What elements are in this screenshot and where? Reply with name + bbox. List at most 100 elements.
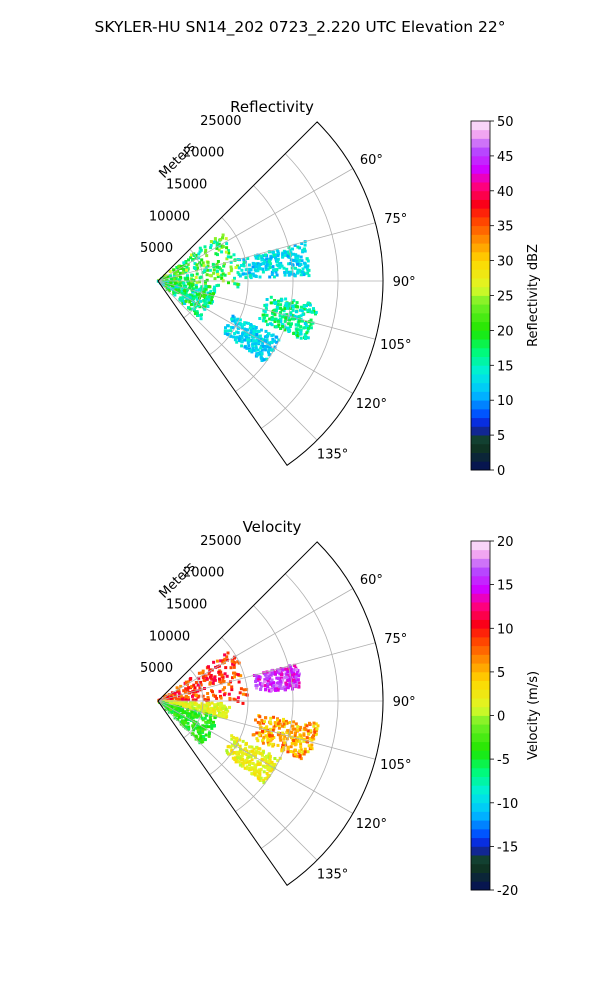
echo-cell <box>209 240 213 243</box>
echo-cell <box>201 737 205 741</box>
echo-cell <box>292 684 296 687</box>
echo-cell <box>277 726 281 730</box>
panel-title: Velocity <box>243 518 302 536</box>
echo-cell <box>226 745 230 749</box>
echo-cell <box>184 701 188 705</box>
echo-cell <box>267 766 271 770</box>
echo-cell <box>227 272 231 275</box>
echo-cell <box>251 265 255 269</box>
echo-cell <box>204 248 208 252</box>
echo-cell <box>225 242 229 246</box>
echo-cell <box>275 273 279 277</box>
echo-cell <box>196 726 200 730</box>
echo-cell <box>217 709 221 712</box>
echo-cell <box>262 779 266 783</box>
echo-cell <box>255 731 259 735</box>
echo-cell <box>255 686 259 690</box>
echo-cell <box>312 721 316 725</box>
echo-cell <box>168 700 172 704</box>
echo-cell <box>183 285 187 289</box>
echo-cell <box>237 752 240 756</box>
echo-cell <box>292 299 296 303</box>
echo-cell <box>213 237 217 241</box>
echo-cell <box>235 750 239 754</box>
azimuth-gridline <box>157 588 354 702</box>
echo-cell <box>218 713 222 717</box>
echo-cell <box>206 698 210 702</box>
echo-cell <box>266 764 269 768</box>
echo-cell <box>213 288 217 292</box>
echo-cell <box>272 681 276 685</box>
echo-cell <box>276 260 280 264</box>
echo-cell <box>225 658 229 662</box>
echo-cell <box>168 270 172 273</box>
echo-cell <box>184 718 188 722</box>
azimuth-tick-label: 120° <box>356 817 387 832</box>
echo-cell <box>269 765 273 769</box>
echo-cell <box>276 743 280 747</box>
echo-cell <box>169 274 173 278</box>
echo-cell <box>309 318 313 322</box>
echo-cell <box>271 251 275 255</box>
echo-cell <box>212 265 216 269</box>
echo-cell <box>259 688 262 691</box>
echo-cell <box>239 323 243 326</box>
echo-cell <box>286 326 290 330</box>
echo-cell <box>302 307 306 310</box>
echo-cell <box>244 276 248 280</box>
echo-cell <box>283 328 287 332</box>
echo-cell <box>283 741 287 745</box>
azimuth-gridline <box>157 700 376 760</box>
echo-cell <box>226 249 230 253</box>
echo-cell <box>254 256 258 260</box>
echo-cell <box>228 705 231 709</box>
echo-cell <box>202 293 206 297</box>
echo-cell <box>182 281 186 285</box>
echo-cell <box>171 704 174 708</box>
azimuth-gridline <box>157 700 318 861</box>
echo-cell <box>293 739 297 743</box>
range-ring <box>183 248 204 319</box>
echo-cell <box>263 258 266 262</box>
colorbar-band <box>471 549 490 559</box>
echo-cell <box>245 333 249 337</box>
echo-cell <box>198 686 202 690</box>
echo-cell <box>250 745 254 749</box>
echo-cell <box>221 678 225 682</box>
echo-cell <box>186 280 190 284</box>
colorbar-band <box>471 776 490 786</box>
colorbar-band <box>471 645 490 655</box>
colorbar-band <box>471 863 490 873</box>
echo-cell <box>230 685 234 689</box>
echo-cell <box>208 273 212 277</box>
echo-cell <box>196 266 200 270</box>
echo-cell <box>236 699 240 703</box>
echo-cell <box>272 339 276 343</box>
azimuth-tick-label: 60° <box>360 573 383 588</box>
echo-cell <box>283 273 287 277</box>
echo-cell <box>294 255 298 259</box>
echo-cell <box>194 681 198 684</box>
echo-cell <box>187 282 191 286</box>
echo-cell <box>294 731 297 735</box>
echo-cell <box>266 323 269 327</box>
echo-cell <box>285 250 289 254</box>
colorbar-tick-label: 25 <box>497 290 514 305</box>
echo-cell <box>284 316 288 320</box>
echo-cell <box>179 694 183 698</box>
echo-cell <box>181 697 184 701</box>
azimuth-tick-label: 135° <box>317 868 348 883</box>
echo-cell <box>180 701 184 705</box>
echo-cell <box>289 307 293 310</box>
echo-cell <box>258 779 262 782</box>
echo-cell <box>269 673 273 677</box>
echo-cell <box>261 741 265 745</box>
echo-cell <box>264 688 267 692</box>
colorbar-band <box>471 689 490 699</box>
echo-cell <box>203 307 207 311</box>
echo-cell <box>262 262 266 265</box>
echo-cell <box>280 308 284 312</box>
echo-cell <box>260 262 264 266</box>
echo-cell <box>233 661 237 665</box>
echo-cell <box>221 233 225 237</box>
